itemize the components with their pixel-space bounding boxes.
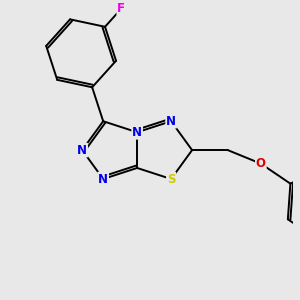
Text: N: N: [166, 115, 176, 128]
Text: O: O: [256, 157, 266, 170]
Text: N: N: [132, 126, 142, 139]
Text: N: N: [77, 144, 87, 157]
Text: N: N: [98, 172, 108, 185]
Text: F: F: [117, 2, 125, 15]
Text: S: S: [167, 172, 176, 185]
